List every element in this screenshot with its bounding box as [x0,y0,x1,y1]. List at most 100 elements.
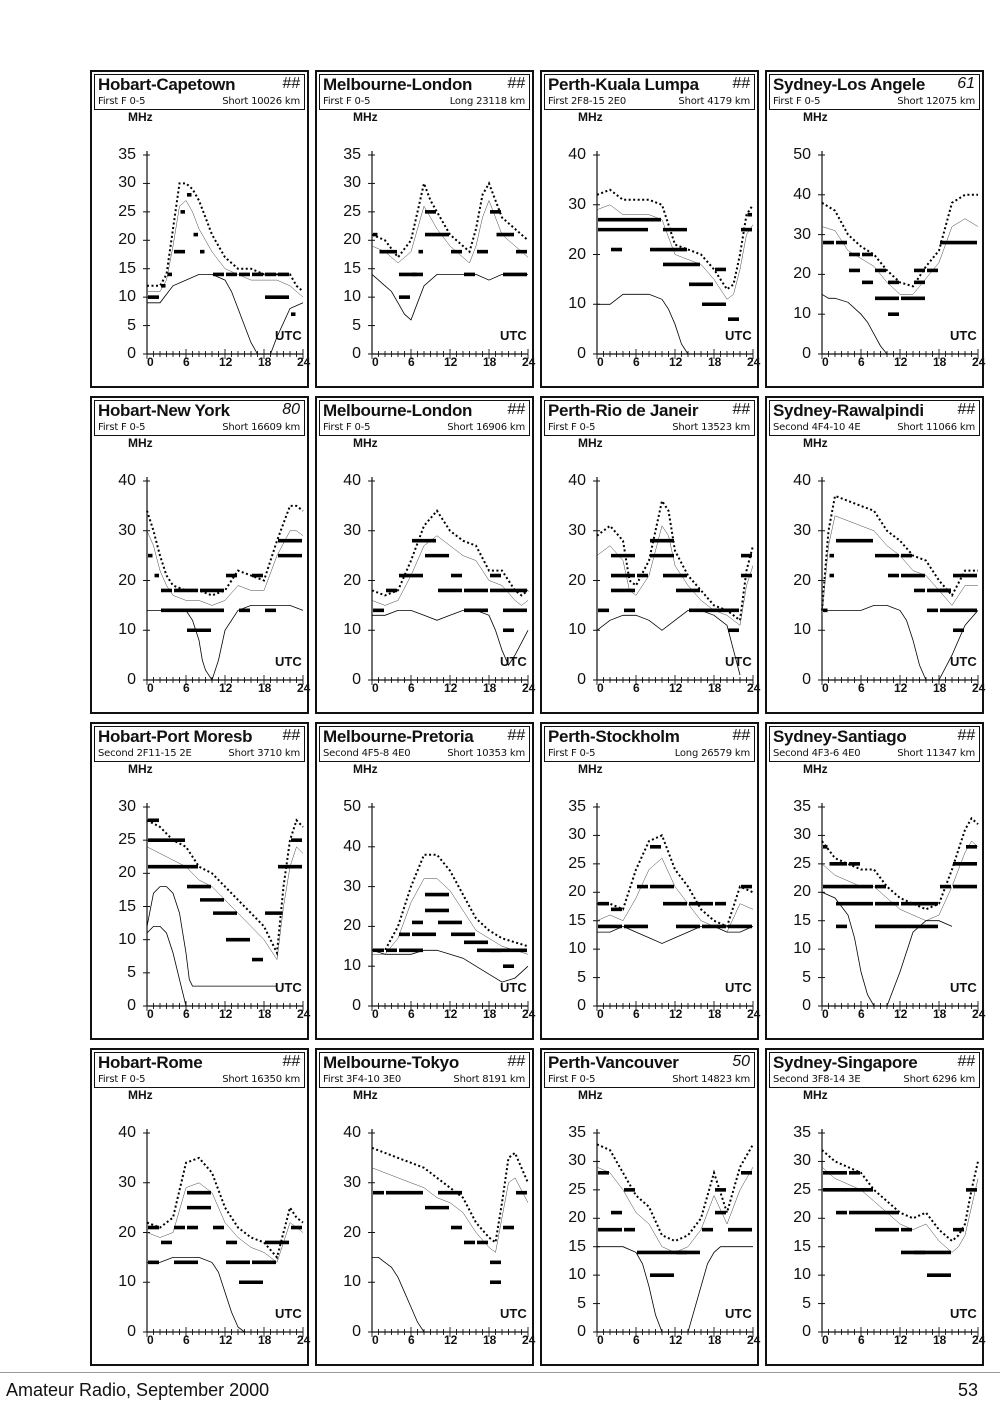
chart-distance: Short 16906 km [447,422,525,433]
y-tick-label: 0 [577,997,586,1014]
y-tick-label: 20 [343,571,361,589]
chart-mode: Second 4F3-6 4E0 [773,748,861,759]
y-tick-label: 25 [343,202,361,220]
plot-area [143,477,304,685]
x-tick-label: 24 [747,681,761,695]
x-tick-label: 0 [822,1333,829,1347]
x-tick-label: 0 [597,355,604,369]
y-tick-label: 10 [343,957,361,975]
y-tick-label: 20 [793,265,811,283]
optimum-line [146,846,304,961]
chart-panel: Hobart-Rome ## First F 0-5 Short 16350 km MH… [90,1048,310,1366]
optimum-line [371,199,529,264]
y-tick-label: 25 [793,854,811,872]
chart-panel: Perth-Rio de Janeir ## First F 0-5 Short 13… [540,396,761,714]
optimum-line [596,204,754,300]
x-tick-label: 0 [597,681,604,695]
chart-tag: ## [732,727,750,744]
chart-distance: Short 16350 km [222,1074,300,1085]
y-tick-label: 50 [793,146,811,163]
y-axis-label: MHz [353,762,378,776]
y-tick-label: 40 [568,472,586,489]
y-tick-label: 0 [352,345,361,362]
y-tick-label: 40 [118,472,136,489]
y-tick-label: 10 [118,930,136,948]
luf-curve [597,1246,753,1333]
x-tick-label: 0 [147,1007,154,1021]
y-tick-label: 30 [343,1173,361,1191]
x-axis-label: UTC [275,1306,302,1321]
panel-header: Melbourne-London ## First F 0-5 Long 23118 … [319,74,530,110]
x-tick-label: 18 [483,355,497,369]
y-axis-label: MHz [128,762,153,776]
x-tick-label: 24 [297,355,311,369]
plot-area [143,151,304,359]
y-axis-label: MHz [578,1088,603,1102]
x-axis-label: UTC [500,654,527,669]
y-tick-label: 0 [127,997,136,1014]
chart-panel: Hobart-Port Moresb ## Second 2F11-15 2E Sho… [90,722,310,1040]
chart-panel: Perth-Stockholm ## First F 0-5 Long 26579 k… [540,722,760,1040]
y-tick-label: 5 [802,1294,811,1312]
x-tick-label: 18 [933,1007,947,1021]
y-axis-label: MHz [803,1088,828,1102]
x-tick-label: 12 [894,681,908,695]
x-tick-label: 6 [183,355,190,369]
x-axis-label: UTC [950,1306,977,1321]
y-axis-label: MHz [128,1088,153,1102]
chart-mode: First F 0-5 [98,422,146,433]
x-tick-label: 12 [444,1007,458,1021]
chart-distance: Short 10026 km [222,96,300,107]
x-tick-label: 18 [933,681,947,695]
plot-area [368,151,529,359]
y-tick-label: 30 [793,225,811,243]
y-tick-label: 0 [802,1323,811,1340]
footer-divider [0,1372,1000,1373]
plot-area [593,151,754,359]
optimum-line [821,218,979,295]
chart-distance: Short 6296 km [903,1074,975,1085]
x-axis-label: UTC [950,980,977,995]
y-tick-label: 20 [118,231,136,249]
chart-distance: Long 23118 km [449,96,526,107]
luf-curve [372,609,529,666]
y-axis-label: MHz [803,436,828,450]
x-tick-label: 12 [669,681,683,695]
chart-title: Perth-Rio de Janeir [548,401,699,420]
x-axis-label: UTC [725,328,752,343]
luf-curve [147,273,304,355]
chart-distance: Short 3710 km [228,748,300,759]
x-tick-label: 18 [258,355,272,369]
y-axis-label: MHz [803,110,828,124]
x-tick-label: 18 [258,1333,272,1347]
y-tick-label: 35 [793,1124,811,1141]
panel-header: Melbourne-Tokyo ## First 3F4-10 3E0 Short 8… [319,1052,530,1088]
x-axis-label: UTC [500,1306,527,1321]
y-axis-label: MHz [578,762,603,776]
y-tick-label: 30 [343,174,361,192]
x-tick-label: 12 [444,1333,458,1347]
y-axis-label: MHz [803,762,828,776]
y-tick-label: 0 [127,345,136,362]
x-axis-label: UTC [950,654,977,669]
optimum-line [821,1166,979,1253]
chart-tag: 80 [282,401,300,418]
chart-tag: ## [957,1053,975,1070]
optimum-line [146,530,304,606]
muf-line [596,1143,754,1243]
y-tick-label: 20 [568,883,586,901]
x-tick-label: 0 [147,681,154,695]
y-tick-label: 5 [127,316,136,334]
muf-line [821,193,978,288]
y-tick-label: 35 [568,1124,586,1141]
chart-panel: Sydney-Singapore ## Second 3F8-14 3E Short … [765,1048,985,1366]
y-tick-label: 10 [568,1266,586,1284]
y-tick-label: 10 [793,305,811,323]
chart-mode: First F 0-5 [98,1074,146,1085]
y-tick-label: 0 [577,1323,586,1340]
chart-title: Sydney-Santiago [773,727,907,746]
muf-line [146,504,304,597]
y-tick-label: 20 [793,883,811,901]
y-axis-label: MHz [353,110,378,124]
luf-curve [146,886,277,987]
